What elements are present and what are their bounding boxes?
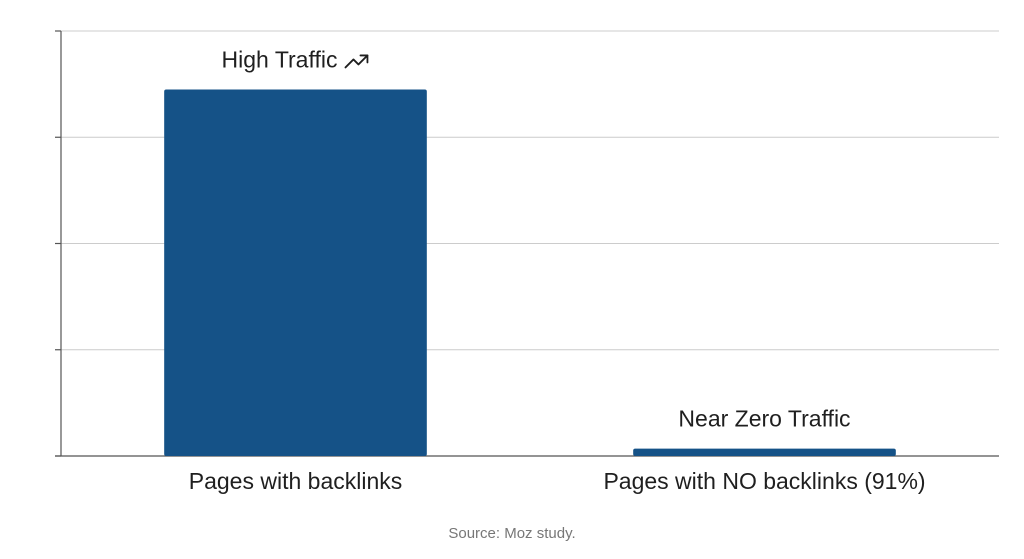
x-tick-label-0: Pages with backlinks	[189, 468, 403, 494]
bar-with-backlinks	[164, 89, 427, 456]
bar-no-backlinks	[633, 448, 896, 456]
x-tick-label-1: Pages with NO backlinks (91%)	[603, 468, 925, 494]
data-label-1: Near Zero Traffic	[678, 406, 850, 432]
trending-up-icon	[344, 54, 369, 69]
bars	[164, 89, 896, 456]
labels: Pages with backlinks High Traffic Pages wi…	[189, 46, 926, 494]
data-label-0: High Traffic	[222, 46, 338, 72]
source-note: Source: Moz study.	[448, 525, 575, 542]
